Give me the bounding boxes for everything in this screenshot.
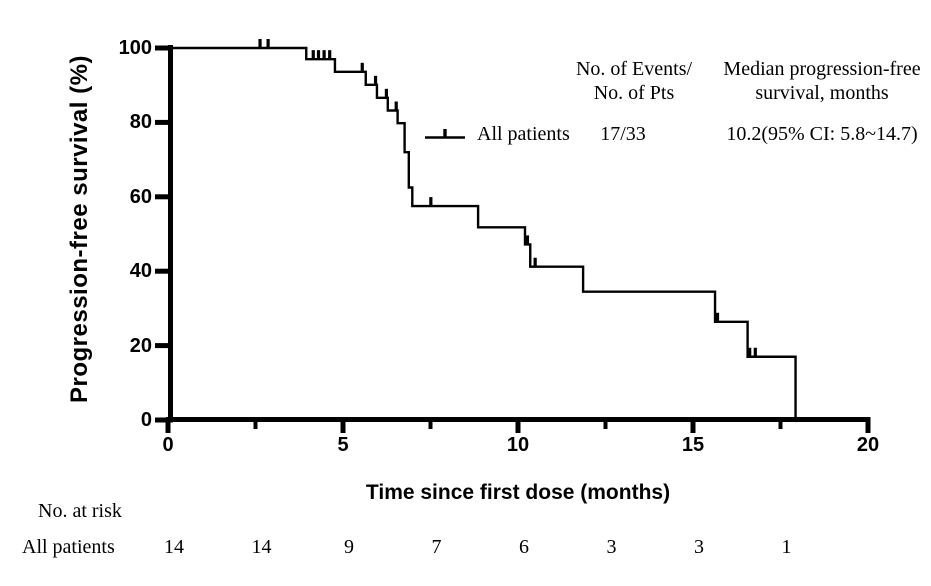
y-tick-label: 60 [129, 185, 152, 208]
y-tick-label: 40 [129, 260, 152, 283]
risk-table-title: No. at risk [38, 500, 122, 522]
legend-median-value: 10.2(95% CI: 5.8~14.7) [726, 123, 918, 145]
risk-count-value: 7 [431, 536, 442, 558]
legend-series-label: All patients [477, 123, 570, 145]
y-tick-label: 80 [129, 111, 152, 134]
risk-count-value: 9 [344, 536, 354, 558]
risk-count-value: 1 [781, 536, 792, 558]
x-tick-label: 15 [681, 434, 705, 456]
x-tick-label: 10 [506, 434, 530, 456]
y-axis-title: Progression-free survival (%) [66, 55, 93, 403]
legend-key-icon [425, 129, 465, 139]
risk-count-value: 14 [164, 536, 184, 558]
legend-header-events: No. of Events/ No. of Pts [509, 57, 759, 105]
risk-count-value: 6 [519, 536, 529, 558]
risk-count-value: 14 [251, 536, 272, 558]
x-tick-label: 5 [337, 434, 349, 456]
y-tick-label: 20 [129, 334, 152, 357]
legend-header-events-line2: No. of Pts [593, 82, 675, 104]
legend-header-events-line1: No. of Events/ [575, 58, 693, 80]
survival-curve [168, 46, 797, 420]
risk-count-value: 3 [694, 536, 704, 558]
legend-header-median-line1: Median progression-free [723, 58, 921, 80]
x-tick-label: 0 [162, 434, 174, 456]
x-tick-label: 20 [856, 434, 880, 456]
risk-row-label: All patients [22, 536, 115, 558]
x-axis-title: Time since first dose (months) [365, 481, 671, 504]
y-tick-label: 100 [118, 37, 152, 59]
risk-count-value: 3 [606, 536, 617, 558]
legend-header-median: Median progression-free survival, months [697, 57, 931, 105]
y-tick-label: 0 [140, 409, 152, 431]
legend-events-value: 17/33 [600, 123, 646, 145]
legend-header-median-line2: survival, months [755, 82, 889, 104]
